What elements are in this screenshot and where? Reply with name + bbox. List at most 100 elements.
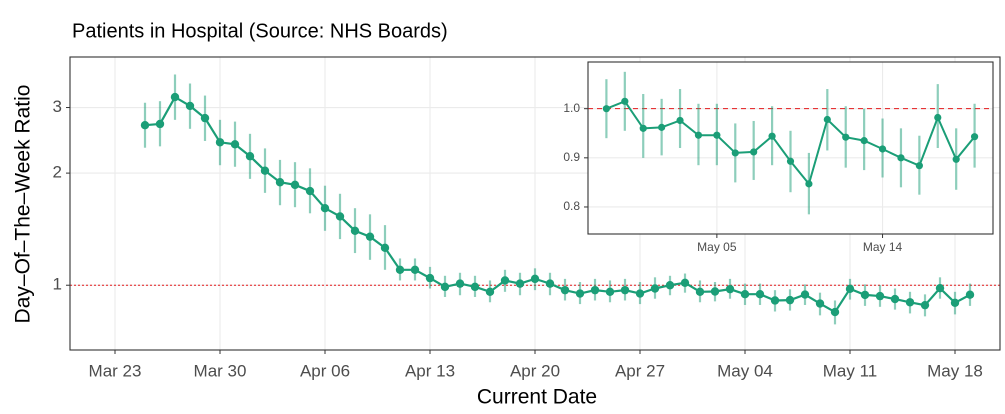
x-tick-label: Apr 20 [510,361,560,380]
point [965,290,975,299]
point [658,123,666,131]
x-tick-label: Mar 30 [194,361,247,380]
x-axis-title: Current Date [477,386,597,409]
point [860,137,868,145]
point [290,180,300,190]
panel-border [69,56,1001,351]
point [410,265,420,275]
y-tick-label: 1 [53,275,62,294]
y-axis-title: Day–Of–The–Week Ratio [12,85,35,324]
x-tick-label: May 05 [697,240,737,254]
point [845,284,855,294]
point [905,298,915,307]
point [230,140,240,149]
point [890,294,900,304]
point [305,186,315,196]
point [676,116,684,125]
point [275,178,285,187]
x-tick-label: May 11 [823,361,878,380]
point [768,132,776,140]
point [335,212,345,221]
point [934,113,942,122]
point [620,285,630,295]
point [952,155,960,163]
point [750,148,758,156]
x-tick-label: Apr 06 [300,361,350,380]
point [320,203,330,213]
point [365,232,375,241]
point [823,115,831,124]
point [515,279,525,288]
chart-title: Patients in Hospital (Source: NHS Boards… [72,20,448,42]
point [440,282,450,292]
point [170,92,180,102]
y-tick-label: 1.0 [563,101,580,115]
point [970,133,979,141]
point [245,152,255,161]
point [694,131,703,139]
point [485,287,495,297]
x-tick-label: May 04 [717,361,773,380]
x-tick-label: May 18 [927,361,983,380]
point [860,290,870,300]
point [915,162,923,170]
y-tick-label: 0.9 [563,150,580,164]
point [842,133,850,141]
point [260,166,270,175]
panel-border [587,61,994,235]
point [770,296,780,305]
point [395,265,405,275]
point [380,243,390,253]
point [713,131,721,139]
point [878,145,887,153]
point [200,113,210,123]
point [350,226,360,236]
point [950,298,960,308]
point [785,295,795,305]
point [500,276,510,285]
point [897,154,905,162]
x-tick-label: Apr 27 [615,361,665,380]
point [545,279,555,288]
point [740,290,750,299]
point [786,157,795,165]
y-tick-label: 3 [53,97,62,116]
point [602,105,611,113]
point [805,180,813,188]
point [710,287,720,296]
point [755,290,765,299]
point [665,281,675,290]
point [455,279,465,288]
point [215,138,225,147]
point [695,287,705,297]
point [530,274,540,284]
x-tick-label: Mar 23 [89,361,142,380]
point [680,278,690,288]
x-tick-label: Apr 13 [405,361,455,380]
point [155,119,165,129]
point [639,124,647,132]
point [725,284,735,294]
point [800,290,810,299]
point [875,291,885,301]
point [590,285,600,295]
point [635,289,645,298]
point [140,120,150,130]
point [621,97,629,105]
point [830,307,840,317]
x-tick-label: May 14 [863,240,903,254]
point [425,273,435,283]
point [575,289,585,298]
point [605,287,615,297]
point [731,149,739,157]
y-tick-label: 2 [53,163,62,182]
y-tick-label: 0.8 [563,199,580,213]
point [815,299,825,308]
point [560,285,570,295]
point [920,300,930,310]
point [185,101,195,111]
point [935,283,945,293]
point [470,282,480,292]
point [650,284,660,293]
